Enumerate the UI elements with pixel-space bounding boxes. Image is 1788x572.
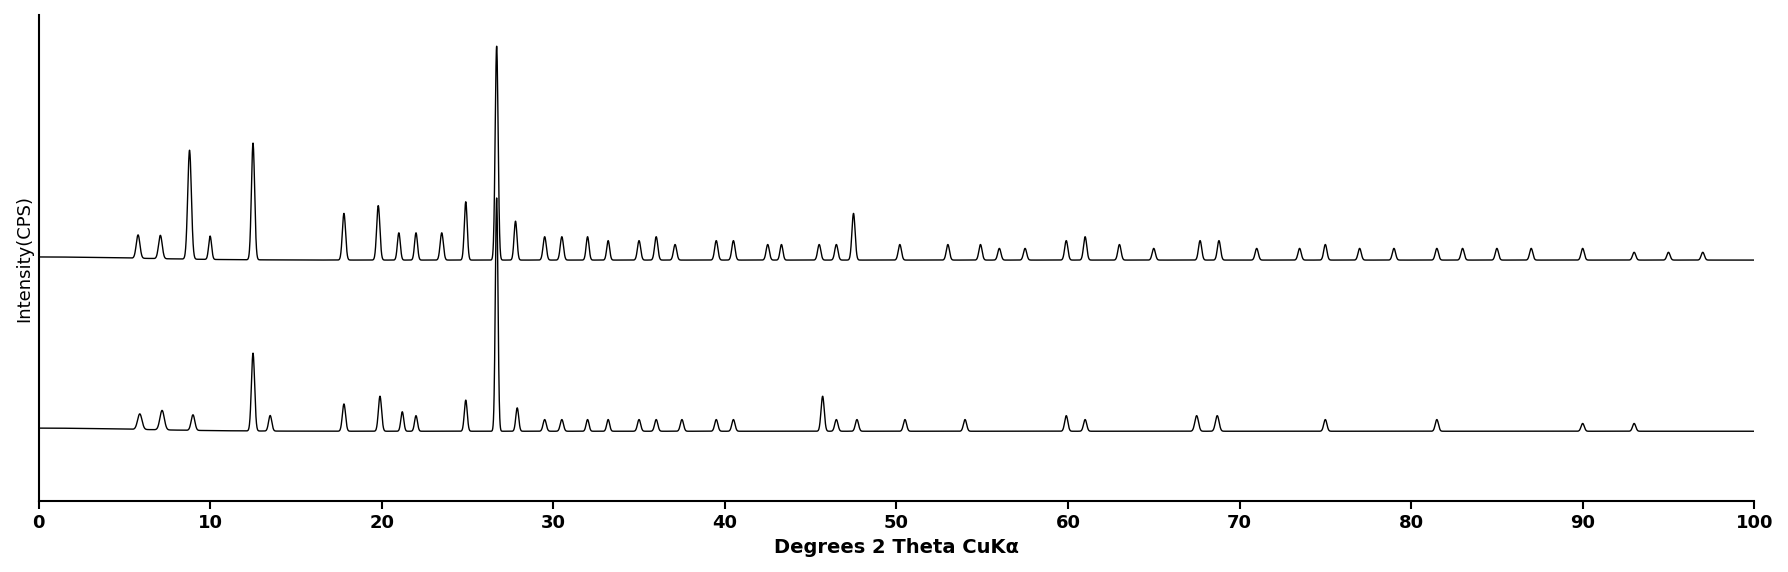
X-axis label: Degrees 2 Theta CuKα: Degrees 2 Theta CuKα (774, 538, 1019, 557)
Y-axis label: Intensity(CPS): Intensity(CPS) (14, 194, 32, 321)
